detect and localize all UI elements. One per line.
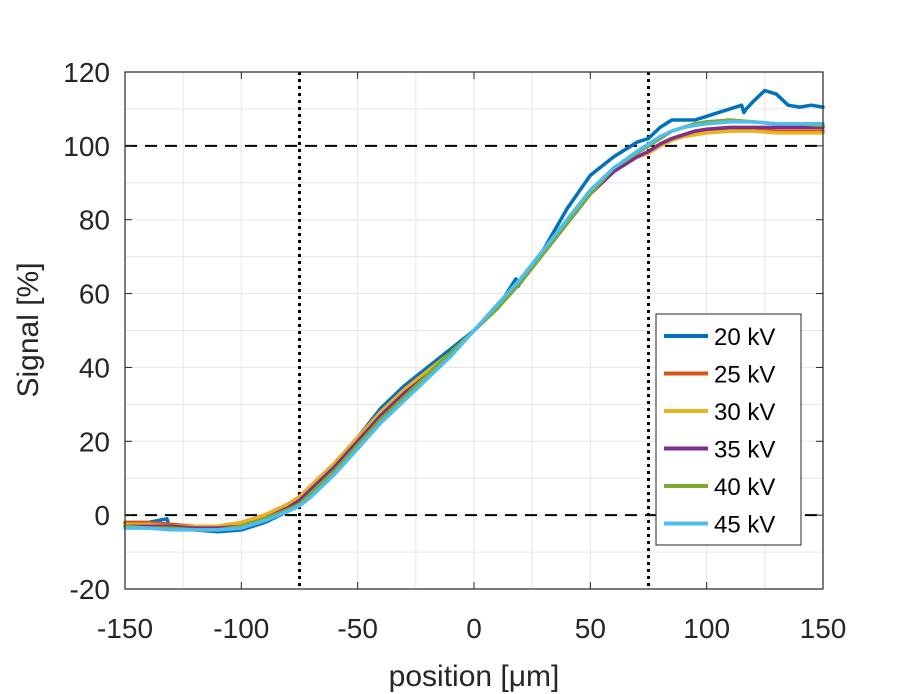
legend-label: 30 kV xyxy=(714,399,775,426)
series-line-45-kv xyxy=(123,120,825,532)
x-tick-label: 100 xyxy=(683,613,730,644)
y-tick-label: 40 xyxy=(79,352,110,383)
legend-label: 40 kV xyxy=(714,474,775,501)
legend-label: 20 kV xyxy=(714,324,775,351)
y-tick-label: -20 xyxy=(70,574,110,605)
legend-label: 45 kV xyxy=(714,512,775,539)
y-tick-label: 60 xyxy=(79,279,110,310)
x-axis-label: position [μm] xyxy=(389,660,560,693)
y-tick-label: 120 xyxy=(63,57,110,88)
y-tick-label: 20 xyxy=(79,426,110,457)
x-tick-label: 50 xyxy=(575,613,606,644)
data-series xyxy=(123,88,825,534)
x-tick-label: 0 xyxy=(466,613,482,644)
y-axis-label: Signal [%] xyxy=(12,262,45,397)
x-tick-label: -150 xyxy=(97,613,153,644)
y-tick-label: 100 xyxy=(63,131,110,162)
legend: 20 kV 25 kV 30 kV 35 kV 40 kV 45 kV xyxy=(655,313,802,546)
x-tick-label: -50 xyxy=(337,613,377,644)
x-tick-label: -100 xyxy=(213,613,269,644)
y-axis-ticks: -20 0 20 40 60 80 100 120 xyxy=(63,57,823,605)
legend-label: 25 kV xyxy=(714,362,775,389)
legend-box xyxy=(655,313,802,546)
x-tick-label: 150 xyxy=(800,613,847,644)
series-line-40-kv xyxy=(123,118,825,532)
x-axis-ticks: -150 -100 -50 0 50 100 150 xyxy=(97,72,846,644)
y-tick-label: 80 xyxy=(79,205,110,236)
legend-label: 35 kV xyxy=(714,437,775,464)
y-tick-label: 0 xyxy=(94,500,110,531)
